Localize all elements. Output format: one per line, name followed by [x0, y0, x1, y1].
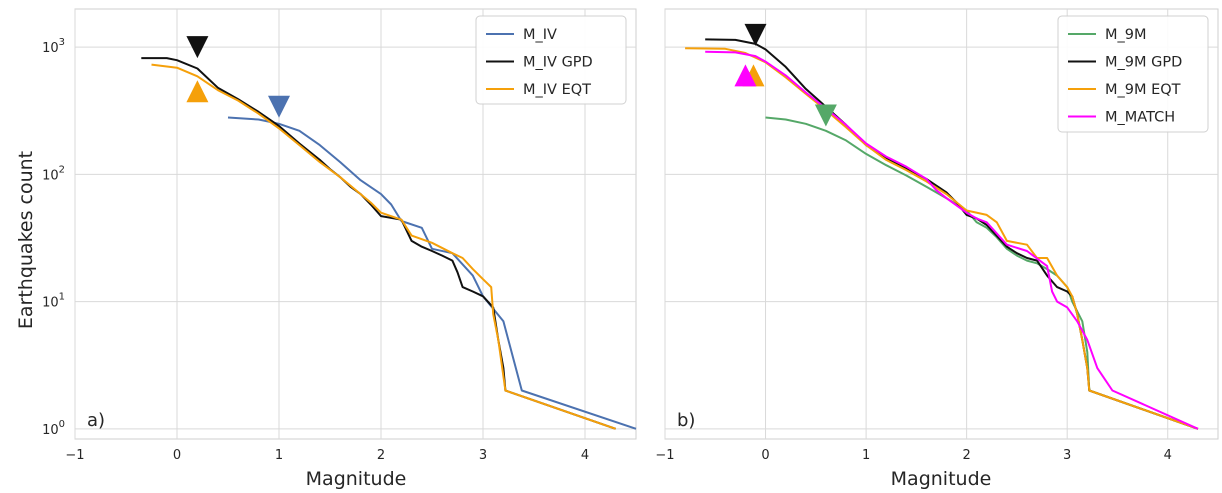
panel-label: b) — [677, 410, 695, 431]
x-tick-label: 2 — [377, 448, 385, 463]
marker-triangle — [268, 95, 290, 118]
marker-triangle — [186, 80, 209, 103]
series-line — [151, 63, 616, 430]
legend-label: M_9M GPD — [1105, 55, 1182, 71]
grid-lines — [664, 9, 1218, 439]
x-tick-label: 3 — [1063, 448, 1071, 463]
x-tick-label: 4 — [581, 448, 589, 463]
marker-triangle — [744, 23, 767, 46]
series-layer — [685, 38, 1199, 430]
x-tick-label: −1 — [65, 448, 84, 463]
x-tick-label: 3 — [479, 448, 487, 463]
x-tick-label: 0 — [173, 448, 181, 463]
x-axis-title: Magnitude — [306, 468, 407, 490]
y-tick-label: 100 — [42, 419, 65, 438]
series-line — [141, 57, 616, 430]
legend-label: M_9M — [1105, 27, 1147, 43]
panel-label: a) — [87, 410, 105, 431]
x-tick-label: 1 — [275, 448, 283, 463]
y-tick-labels: 100 101 102 103 — [42, 37, 65, 438]
series-line — [685, 47, 1199, 430]
legend: M_9M M_9M GPD M_9M EQT M_MATCH — [1057, 15, 1209, 133]
x-tick-labels: −1 0 1 2 3 4 — [65, 448, 589, 463]
marker-triangle — [814, 104, 837, 127]
legend-box — [1057, 15, 1209, 133]
legend-label: M_IV EQT — [523, 82, 591, 98]
x-tick-label: 4 — [1164, 448, 1172, 463]
y-tick-label: 101 — [42, 292, 65, 311]
legend-label: M_MATCH — [1105, 110, 1175, 126]
legend-label: M_9M EQT — [1105, 82, 1181, 98]
marker-layer — [734, 23, 837, 127]
legend-box — [475, 15, 627, 105]
y-axis-title: Earthquakes count — [15, 151, 37, 329]
legend-label: M_IV GPD — [523, 55, 593, 71]
panel-b: −1 0 1 2 3 4 Magnitude b) M_9M M_9M GPD M_9M EQ… — [655, 8, 1219, 490]
x-tick-label: 0 — [761, 448, 769, 463]
marker-triangle — [186, 36, 209, 59]
legend-label: M_IV — [523, 27, 557, 43]
legend: M_IV M_IV GPD M_IV EQT — [475, 15, 627, 105]
y-tick-label: 102 — [42, 164, 65, 183]
series-line — [765, 116, 1199, 430]
series-layer — [141, 57, 637, 430]
x-tick-labels: −1 0 1 2 3 4 — [655, 448, 1171, 463]
x-tick-label: 2 — [962, 448, 970, 463]
marker-triangle — [734, 64, 757, 87]
y-tick-label: 103 — [42, 37, 65, 56]
x-tick-label: 1 — [862, 448, 870, 463]
x-tick-label: −1 — [655, 448, 674, 463]
x-axis-title: Magnitude — [891, 468, 992, 490]
marker-layer — [186, 36, 290, 118]
series-line — [705, 50, 1199, 430]
